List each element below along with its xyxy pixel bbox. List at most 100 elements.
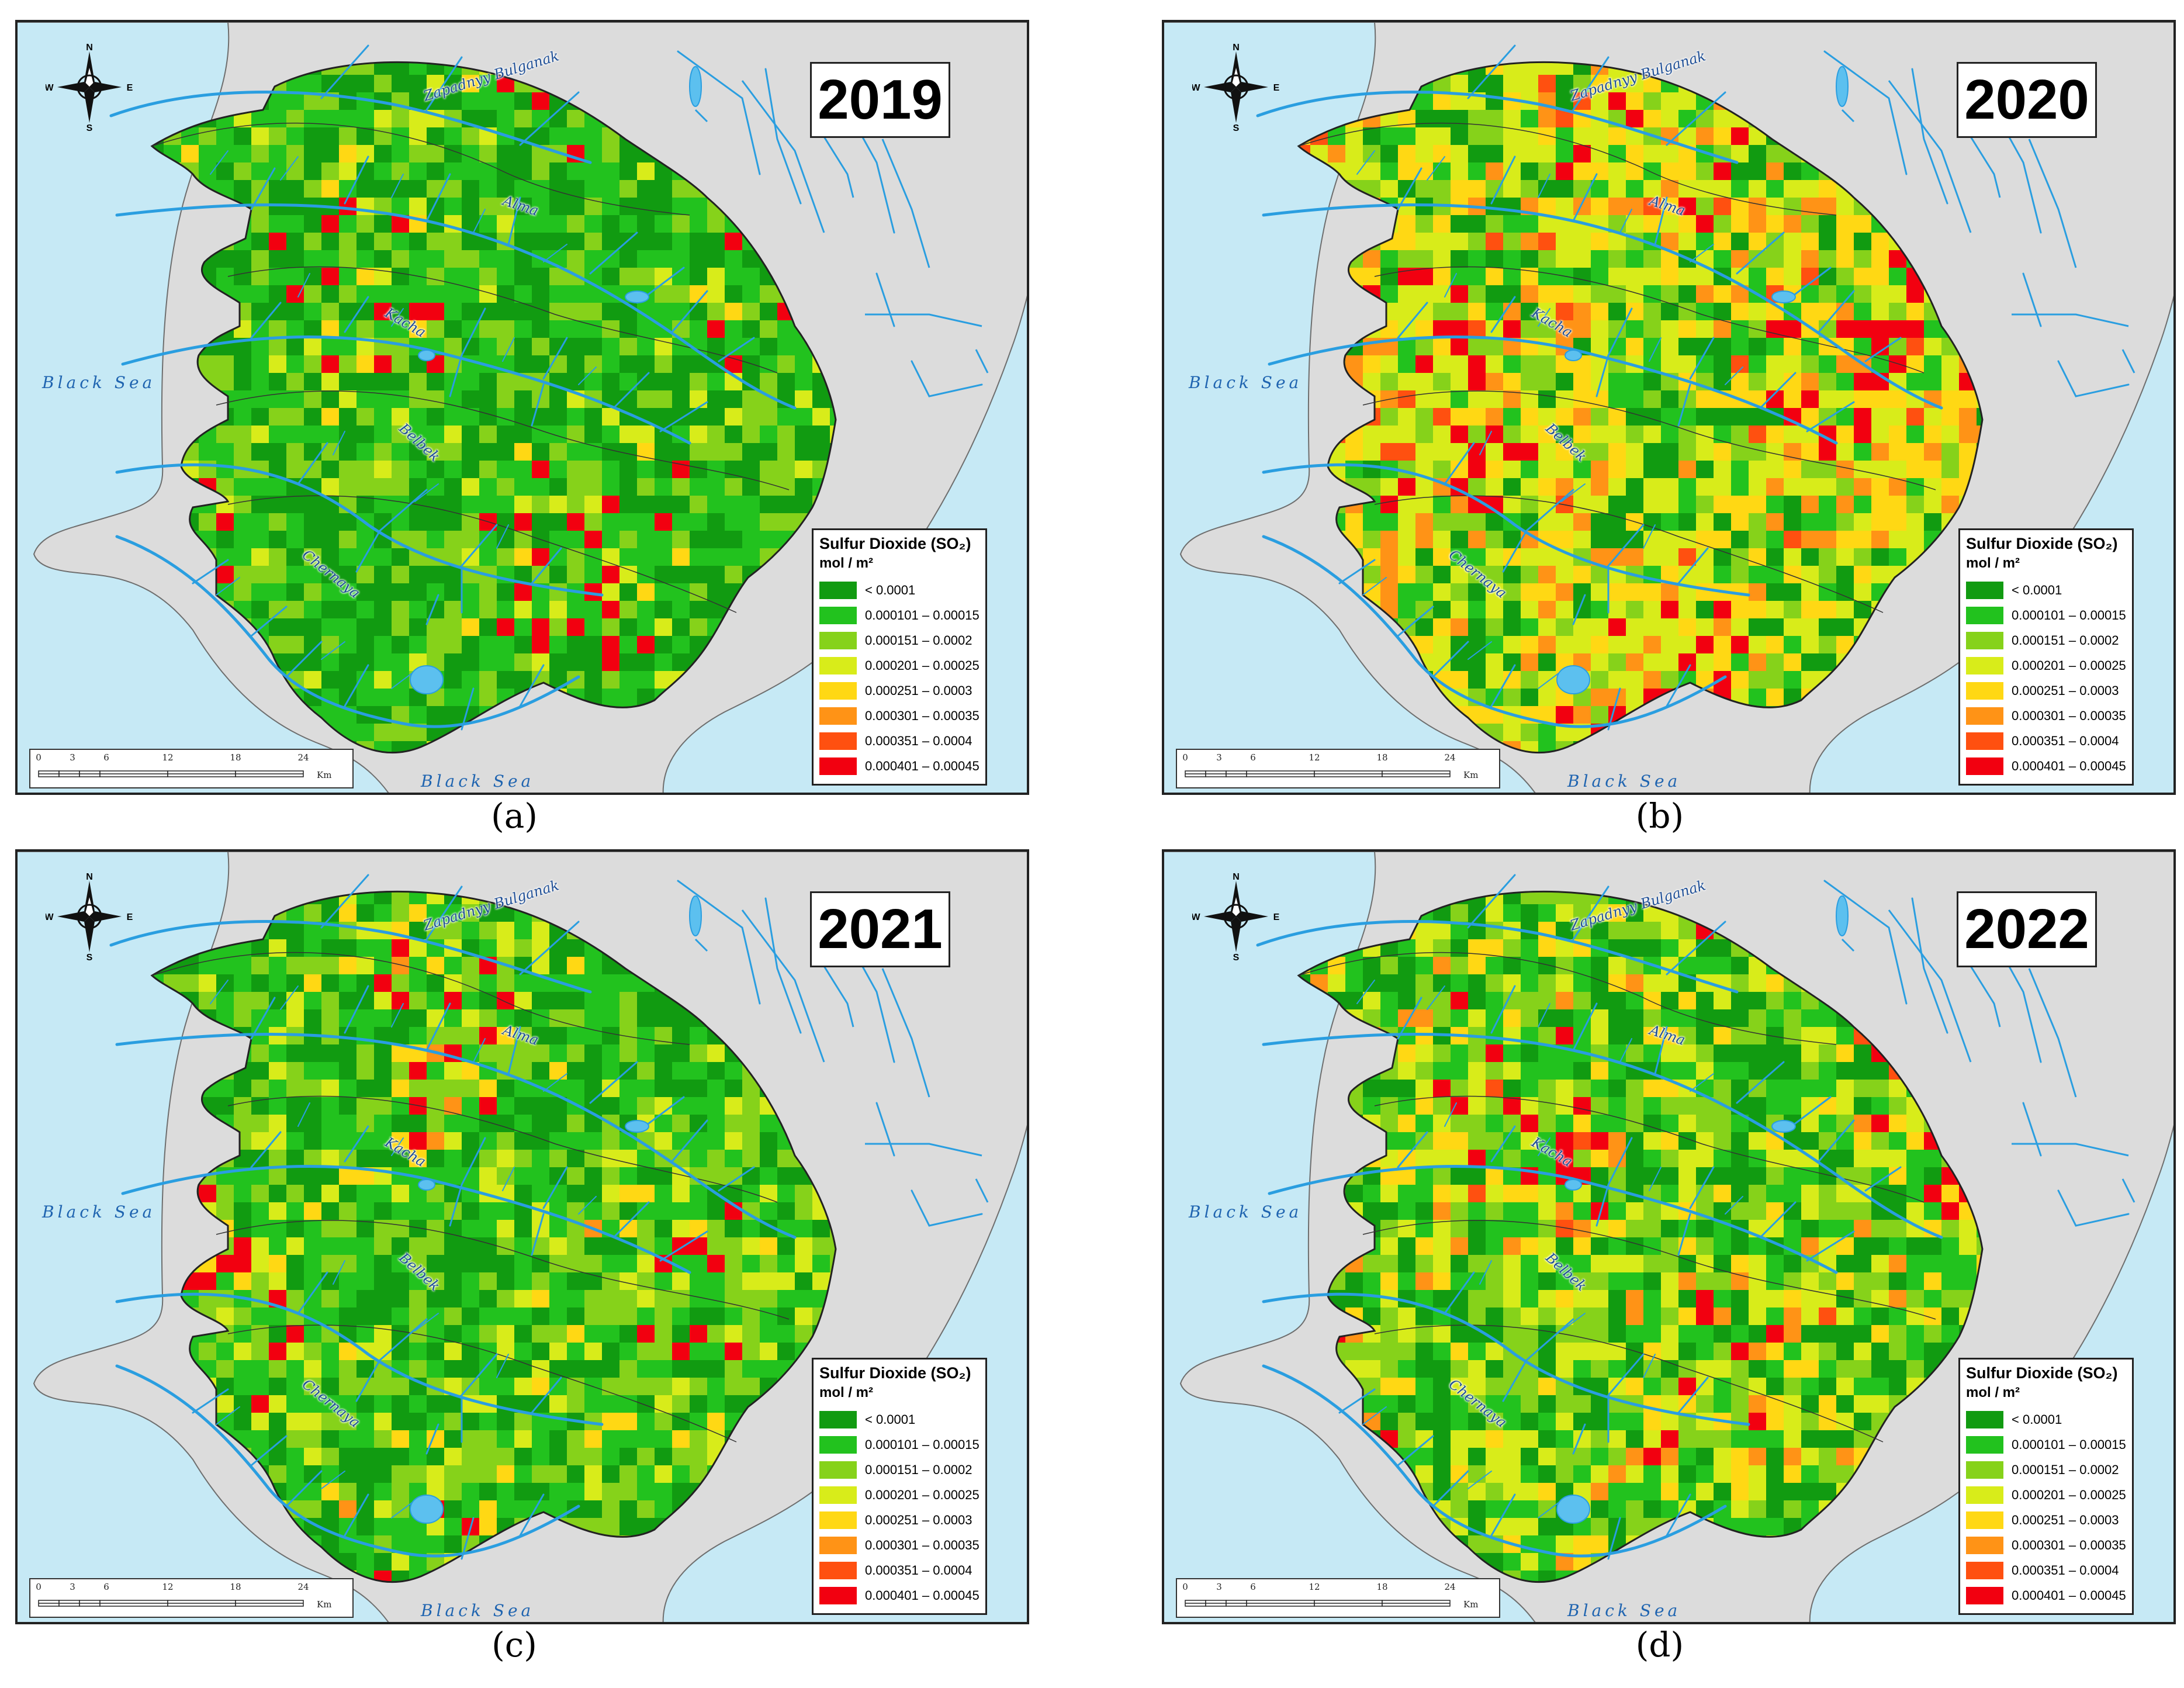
raster-cell <box>655 1307 672 1325</box>
raster-cell <box>1363 127 1380 145</box>
raster-cell <box>1380 513 1398 531</box>
raster-cell <box>304 939 321 957</box>
raster-cell <box>1801 496 1819 513</box>
raster-cell <box>356 390 374 408</box>
raster-cell <box>152 1167 164 1185</box>
raster-cell <box>1626 145 1643 162</box>
raster-cell <box>1486 531 1503 548</box>
raster-cell <box>637 162 655 180</box>
raster-cell <box>1731 618 1749 636</box>
raster-cell <box>1608 92 1626 110</box>
raster-cell <box>181 904 199 922</box>
raster-cell <box>619 1185 637 1202</box>
raster-cell <box>655 1483 672 1500</box>
raster-cell <box>304 1202 321 1220</box>
raster-cell <box>216 1185 234 1202</box>
raster-cell <box>392 548 409 566</box>
raster-cell <box>690 1430 707 1448</box>
raster-cell <box>479 922 497 939</box>
raster-cell <box>286 390 304 408</box>
raster-cell <box>356 443 374 461</box>
raster-cell <box>672 1062 690 1080</box>
raster-cell <box>444 1343 462 1360</box>
raster-cell <box>497 671 514 689</box>
raster-cell <box>1433 373 1451 390</box>
raster-cell <box>1573 636 1591 653</box>
raster-cell <box>1345 461 1363 478</box>
raster-cell <box>339 1202 356 1220</box>
raster-cell <box>514 601 532 618</box>
raster-cell <box>1941 759 1959 776</box>
raster-cell <box>672 1115 690 1132</box>
raster-cell <box>427 974 444 992</box>
raster-cell <box>339 285 356 303</box>
raster-cell <box>462 1097 479 1115</box>
raster-cell <box>777 1272 795 1290</box>
raster-cell <box>1503 566 1521 583</box>
raster-cell <box>1854 320 1871 338</box>
raster-cell <box>374 303 392 320</box>
reservoir <box>1771 290 1796 303</box>
raster-cell <box>725 478 742 496</box>
raster-cell <box>199 162 216 180</box>
raster-cell <box>1871 285 1889 303</box>
raster-cell <box>760 478 777 496</box>
raster-cell <box>286 373 304 390</box>
raster-cell <box>1538 355 1556 373</box>
raster-cell <box>760 426 777 443</box>
raster-cell <box>251 1360 269 1378</box>
raster-cell <box>251 162 269 180</box>
raster-cell <box>409 443 427 461</box>
raster-cell <box>462 583 479 601</box>
raster-cell <box>1889 268 1906 285</box>
raster-cell <box>339 513 356 531</box>
raster-cell <box>514 636 532 653</box>
raster-cell <box>199 904 216 922</box>
subbasin-divide <box>227 266 778 373</box>
raster-cell <box>1608 636 1626 653</box>
raster-cell <box>409 62 427 75</box>
raster-cell <box>1451 162 1468 180</box>
raster-cell <box>216 1553 234 1571</box>
raster-cell <box>152 891 164 904</box>
raster-cell <box>339 373 356 390</box>
raster-cell <box>532 355 549 373</box>
raster-cell <box>514 496 532 513</box>
raster-cell <box>1503 215 1521 233</box>
raster-cell <box>356 1044 374 1062</box>
raster-cell <box>304 390 321 408</box>
raster-cell <box>1854 759 1871 776</box>
east-arrow-icon <box>1236 82 1268 92</box>
raster-cell <box>427 513 444 531</box>
raster-cell <box>1415 618 1433 636</box>
raster-cell <box>1591 285 1608 303</box>
raster-cell <box>707 1413 725 1430</box>
raster-cell <box>637 618 655 636</box>
raster-cell <box>304 1167 321 1185</box>
raster-cell <box>637 548 655 566</box>
raster-cell <box>549 1307 567 1325</box>
raster-cell <box>1714 320 1731 338</box>
raster-cell <box>1871 408 1889 426</box>
raster-cell <box>1678 461 1696 478</box>
raster-cell <box>1819 601 1836 618</box>
raster-cell <box>199 355 216 373</box>
raster-cell <box>690 1027 707 1044</box>
raster-cell <box>812 1220 830 1237</box>
raster-cell <box>1854 268 1871 285</box>
raster-cell <box>760 1360 777 1378</box>
raster-cell <box>1299 653 1310 671</box>
raster-cell <box>479 92 497 110</box>
raster-cell <box>1591 653 1608 671</box>
raster-cell <box>374 548 392 566</box>
raster-cell <box>1801 338 1819 355</box>
raster-cell <box>1608 583 1626 601</box>
legend-label: 0.000401 – 0.00045 <box>865 758 979 773</box>
raster-cell <box>444 1448 462 1465</box>
raster-cell <box>1924 338 1941 355</box>
raster-cell <box>479 1307 497 1325</box>
raster-cell <box>1608 601 1626 618</box>
raster-cell <box>1714 162 1731 180</box>
raster-cell <box>497 601 514 618</box>
raster-cell <box>1626 443 1643 461</box>
